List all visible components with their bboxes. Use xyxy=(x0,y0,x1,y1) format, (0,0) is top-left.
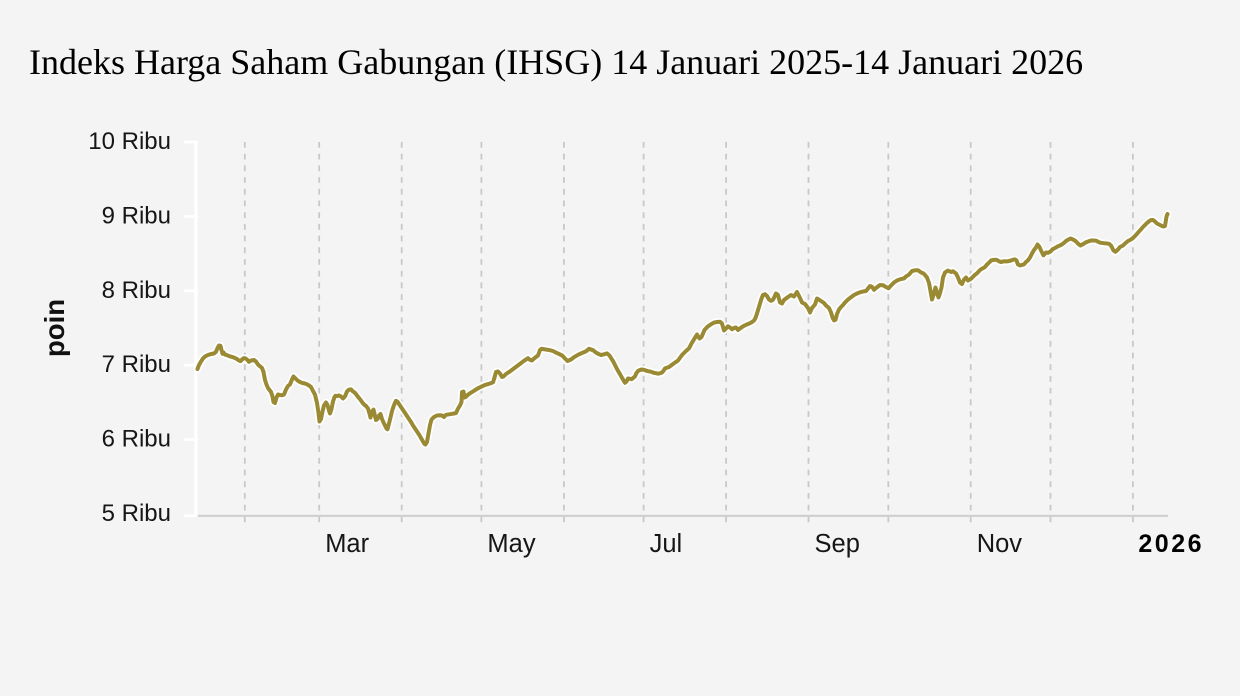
svg-text:7 Ribu: 7 Ribu xyxy=(102,351,171,378)
svg-text:Jul: Jul xyxy=(650,530,683,558)
svg-text:10 Ribu: 10 Ribu xyxy=(88,128,171,155)
svg-text:Mar: Mar xyxy=(325,530,369,558)
svg-text:8 Ribu: 8 Ribu xyxy=(102,277,171,304)
svg-text:2026: 2026 xyxy=(1138,530,1204,558)
svg-text:6 Ribu: 6 Ribu xyxy=(102,426,171,453)
svg-text:Nov: Nov xyxy=(977,530,1023,558)
svg-text:5 Ribu: 5 Ribu xyxy=(102,500,171,527)
svg-text:poin: poin xyxy=(39,299,70,357)
svg-text:Sep: Sep xyxy=(815,530,860,558)
svg-text:9 Ribu: 9 Ribu xyxy=(102,202,171,229)
svg-text:May: May xyxy=(487,530,535,558)
